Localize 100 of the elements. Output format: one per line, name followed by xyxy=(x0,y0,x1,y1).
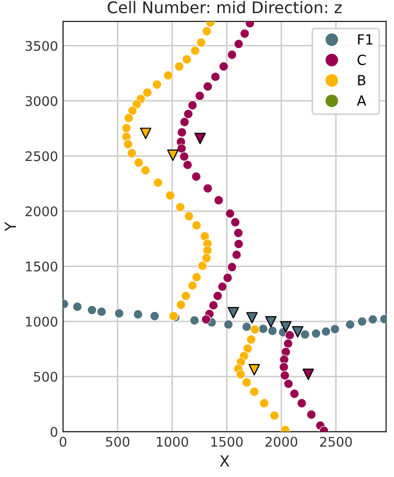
point xyxy=(124,113,134,123)
point xyxy=(280,370,290,380)
point xyxy=(234,39,244,49)
point xyxy=(214,195,224,205)
point xyxy=(248,364,260,376)
point xyxy=(167,150,179,161)
point xyxy=(210,72,220,82)
point xyxy=(181,291,191,301)
point xyxy=(133,310,143,320)
point xyxy=(242,378,252,388)
point xyxy=(290,388,300,399)
x-tick-label: 2000 xyxy=(266,436,298,447)
point xyxy=(202,82,213,92)
point xyxy=(228,306,240,318)
point xyxy=(190,46,200,56)
x-axis-title: X xyxy=(220,455,230,466)
point xyxy=(201,314,211,324)
point xyxy=(283,338,293,348)
point xyxy=(208,300,218,310)
point xyxy=(202,184,213,194)
point xyxy=(227,50,237,60)
point xyxy=(142,88,152,98)
point xyxy=(182,54,192,64)
point xyxy=(140,128,152,140)
point xyxy=(202,246,212,256)
point xyxy=(87,305,97,315)
point xyxy=(114,308,124,318)
point xyxy=(296,398,307,408)
point xyxy=(284,330,295,340)
point xyxy=(140,166,150,176)
y-tick-label: 3500 xyxy=(26,40,58,51)
point xyxy=(192,220,202,230)
y-tick-label: 500 xyxy=(34,372,58,382)
x-tick-label: 1000 xyxy=(156,436,188,447)
point xyxy=(249,386,260,397)
point xyxy=(345,320,355,330)
point xyxy=(176,300,186,310)
x-tick-label: 500 xyxy=(106,436,130,447)
point xyxy=(196,38,206,48)
point xyxy=(240,28,250,38)
point xyxy=(222,273,232,283)
legend-label: F1 xyxy=(358,34,372,45)
point xyxy=(268,326,278,336)
y-tick-label: 2000 xyxy=(26,206,58,216)
point xyxy=(176,144,186,154)
point xyxy=(236,370,246,380)
x-tick-label: 0 xyxy=(60,436,66,447)
point xyxy=(134,158,144,168)
x-tick-label: 1500 xyxy=(211,436,243,447)
point xyxy=(227,262,237,272)
point xyxy=(184,211,194,221)
point xyxy=(174,62,184,72)
point xyxy=(281,347,291,357)
point xyxy=(321,326,331,336)
point xyxy=(280,321,292,333)
point xyxy=(330,324,340,334)
point xyxy=(192,272,202,282)
point xyxy=(300,330,310,340)
point xyxy=(182,160,192,170)
point xyxy=(123,139,133,149)
point xyxy=(232,250,242,260)
point xyxy=(242,344,252,354)
point xyxy=(259,398,269,408)
point xyxy=(96,306,106,316)
point xyxy=(180,117,190,127)
point xyxy=(265,316,277,328)
point xyxy=(246,312,258,324)
point xyxy=(72,302,82,312)
legend-label: B xyxy=(358,75,366,86)
point xyxy=(218,62,228,72)
point xyxy=(270,410,280,420)
point xyxy=(188,100,198,110)
legend-label: A xyxy=(356,96,366,106)
point xyxy=(153,178,163,188)
chart-title: Cell Number: mid Direction: z xyxy=(108,0,342,14)
point xyxy=(163,70,174,80)
point xyxy=(234,239,244,249)
point xyxy=(179,152,189,162)
point xyxy=(195,91,205,101)
point xyxy=(128,106,138,116)
point xyxy=(368,314,378,324)
point xyxy=(306,410,316,420)
point xyxy=(250,324,260,334)
y-tick-label: 1000 xyxy=(26,316,58,327)
legend-label: C xyxy=(358,54,366,66)
point xyxy=(302,368,314,380)
point xyxy=(230,217,240,228)
point xyxy=(127,148,137,158)
point xyxy=(150,311,160,321)
point xyxy=(225,208,235,218)
point xyxy=(188,280,198,290)
point xyxy=(198,261,208,271)
point xyxy=(194,132,206,144)
point xyxy=(190,316,200,326)
point xyxy=(183,109,194,119)
point xyxy=(292,326,304,338)
point xyxy=(202,26,212,36)
point xyxy=(224,320,234,330)
point xyxy=(357,316,367,326)
point xyxy=(177,128,187,138)
